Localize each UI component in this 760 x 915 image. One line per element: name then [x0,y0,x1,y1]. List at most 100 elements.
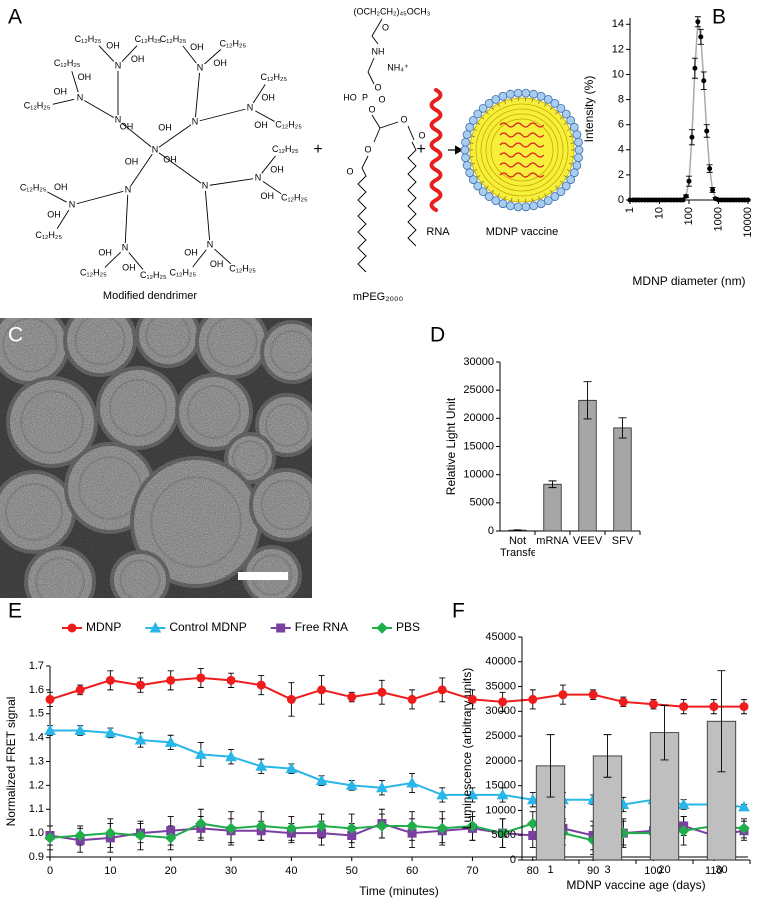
y-tick-label: 1.5 [29,708,44,720]
marker [46,695,54,703]
atom-label: OH [213,58,227,68]
atom-label: N [152,144,159,154]
atom-label: OH [184,247,198,257]
x-tick-label: mRNA [535,535,570,547]
atom-label: NH₄⁺ [387,62,409,72]
atom-label: N [197,62,204,72]
atom-label: O [364,144,371,154]
marker [690,135,694,139]
atom-label: O [374,82,381,92]
x-tick-label: 70 [466,865,478,877]
bond [368,58,374,72]
atom-label: O [378,94,385,104]
atom-label: N [77,92,84,102]
series-line [50,678,744,707]
y-tick-label: 6 [618,119,624,131]
lipid-head [537,200,545,208]
atom-label: N [247,102,254,112]
legend-label: MDNP [86,620,121,634]
atom-label: C₁₂H₂₅ [229,264,256,274]
lipid-head [461,146,469,154]
series-line [630,22,748,200]
lipid-head [466,169,474,177]
x-tick-label: 10 [653,207,665,219]
x-tick-label: 20 [165,865,177,877]
y-axis-label: Relative Light Unit [444,397,458,495]
bond [372,36,378,44]
atom-label: C₁₂H₂₅ [140,270,167,280]
x-tick-label: 50 [346,865,358,877]
marker [318,686,326,694]
x-tick-label: 1000 [712,207,724,231]
lipid-head [573,161,581,169]
atom-label: N [192,116,199,126]
legend-label: Control MDNP [169,620,246,634]
atom-label: C₁₂H₂₅ [170,268,197,278]
marker [746,198,750,202]
atom-label: C₁₂H₂₅ [35,230,62,240]
atom-label: N [125,184,132,194]
lipid-head [522,203,530,211]
atom-label: C₁₂H₂₅ [160,34,187,44]
plus-sign: + [313,141,322,158]
panel-letter: C [8,324,23,347]
marker [348,693,356,701]
y-tick-label: 0 [510,854,516,866]
atom-label: OH [254,120,268,130]
lipid-head [499,92,507,100]
y-tick-label: 15000 [463,440,494,452]
atom-label: (OCH₂CH₂)₄₅OCH₃ [354,6,431,16]
marker [619,698,627,706]
atom-label: N [207,239,214,249]
marker [681,198,685,202]
y-tick-label: 45000 [485,631,516,643]
x-tick-label: 20 [636,864,693,876]
marker [696,20,700,24]
bar [614,428,632,531]
x-tick-label-box: 3 [579,864,636,896]
x-tick-label: 0 [47,865,53,877]
x-tick-label-box: SFV [605,535,640,567]
atom-label: O [346,166,353,176]
marker [711,188,715,192]
bond [362,156,368,168]
y-tick-label: 1.3 [29,755,44,767]
dendrimer-label: Modified dendrimer [103,290,197,302]
lipid-head [573,131,581,139]
bond [72,190,128,205]
lipid-head [506,90,514,98]
atom-label: N [122,242,129,252]
bond [368,72,374,84]
lipid-head [570,123,578,131]
y-tick-label: 14 [612,18,624,30]
bond [205,186,210,245]
bond [195,108,250,122]
y-tick-label: 1.0 [29,827,44,839]
marker [529,832,537,840]
x-tick-label: VEEV [570,535,605,547]
scale-bar [238,572,288,580]
legend-marker [377,623,387,633]
marker [710,703,718,711]
atom-label: OH [122,263,136,273]
bond [53,99,74,104]
y-tick-label: 20000 [485,755,516,767]
y-tick-label: 1.7 [29,660,44,672]
marker [438,686,446,694]
y-tick-label: 10 [612,68,624,80]
marker [407,778,417,787]
atom-label: N [115,114,122,124]
atom-label: HO [343,92,357,102]
rna-label: RNA [426,226,450,238]
marker [559,691,567,699]
bar [579,400,597,531]
marker [693,66,697,70]
series-line [50,730,744,806]
atom-label: OH [131,54,145,64]
bond [47,192,66,202]
bond [372,115,380,128]
atom-label: C₁₂H₂₅ [272,144,299,154]
marker [702,79,706,83]
marker [699,35,703,39]
